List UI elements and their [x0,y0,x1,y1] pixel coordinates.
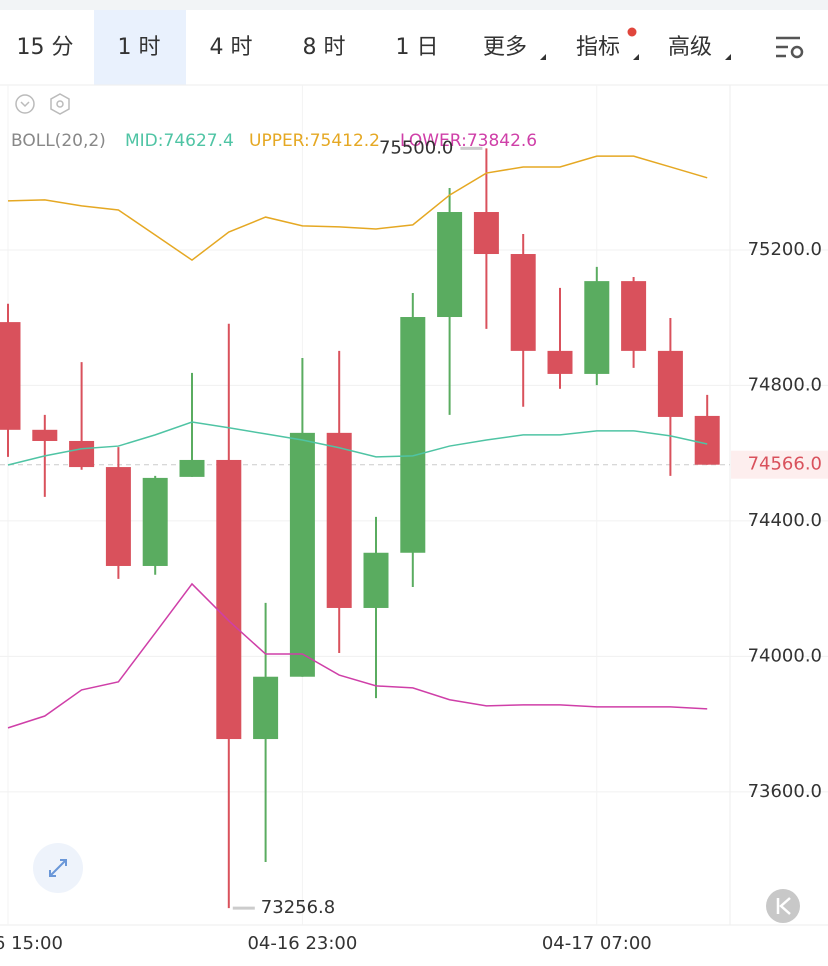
indicator-value: MID:74627.4 [125,131,234,151]
candle-body [400,317,426,553]
tab[interactable]: 1 时 [118,35,161,60]
candle-body [326,432,352,608]
chart-tools[interactable] [15,93,70,115]
settings-icon[interactable] [776,36,804,59]
candle-body [179,459,205,477]
x-tick-label: 04-17 07:00 [542,933,652,954]
tab-caret [725,54,731,60]
candle-body [584,281,610,374]
candle-body [69,440,95,468]
boll-line [7,421,708,466]
y-tick-label: 75200.0 [748,239,822,260]
indicator-label: BOLL(20,2) [11,131,106,151]
candle-body [621,281,647,351]
tab-caret [633,54,639,60]
tab[interactable]: 15 分 [17,35,74,60]
y-tick-label: 74000.0 [748,645,822,666]
candle-body [473,212,499,255]
candle-body [657,350,683,417]
candle-body [363,552,389,608]
candle-body [510,254,536,351]
y-tick-label: 73600.0 [748,781,822,802]
candle-body [0,322,21,430]
tab[interactable]: 1 日 [396,35,439,60]
last-price-bg [731,450,828,479]
candle-body [142,477,168,566]
tab-caret [540,54,546,60]
boll-line [7,155,708,262]
candle-body [437,212,463,318]
back-latest-button[interactable] [766,889,800,923]
indicator-value: UPPER:75412.2 [249,131,380,151]
status-strip [0,0,828,10]
candle-body [289,432,315,677]
max-label: 75500.0 [379,137,453,158]
last-price-label: 74566.0 [748,454,822,475]
x-tick-label: 04-16 15:00 [0,933,63,954]
indicator-value: LOWER:73842.6 [400,131,537,151]
y-tick-label: 74800.0 [748,374,822,395]
y-tick-label: 74400.0 [748,510,822,531]
active-tab-bg [94,10,186,85]
plot [0,85,828,925]
candle-body [105,467,131,566]
candle-body [694,415,720,465]
min-label: 73256.8 [261,897,335,918]
candle-body [32,429,58,441]
tab-badge [627,27,637,37]
x-tick-label: 04-16 23:00 [247,933,357,954]
candle-body [253,676,279,740]
tab[interactable]: 指标 [576,35,620,60]
expand-button[interactable] [33,843,83,893]
boll-line [7,582,708,729]
candle-body [216,459,242,740]
candle-body [547,350,573,374]
tab[interactable]: 高级 [668,35,712,60]
tab[interactable]: 8 时 [303,35,346,60]
tab[interactable]: 更多 [483,35,527,60]
tab[interactable]: 4 时 [210,35,253,60]
